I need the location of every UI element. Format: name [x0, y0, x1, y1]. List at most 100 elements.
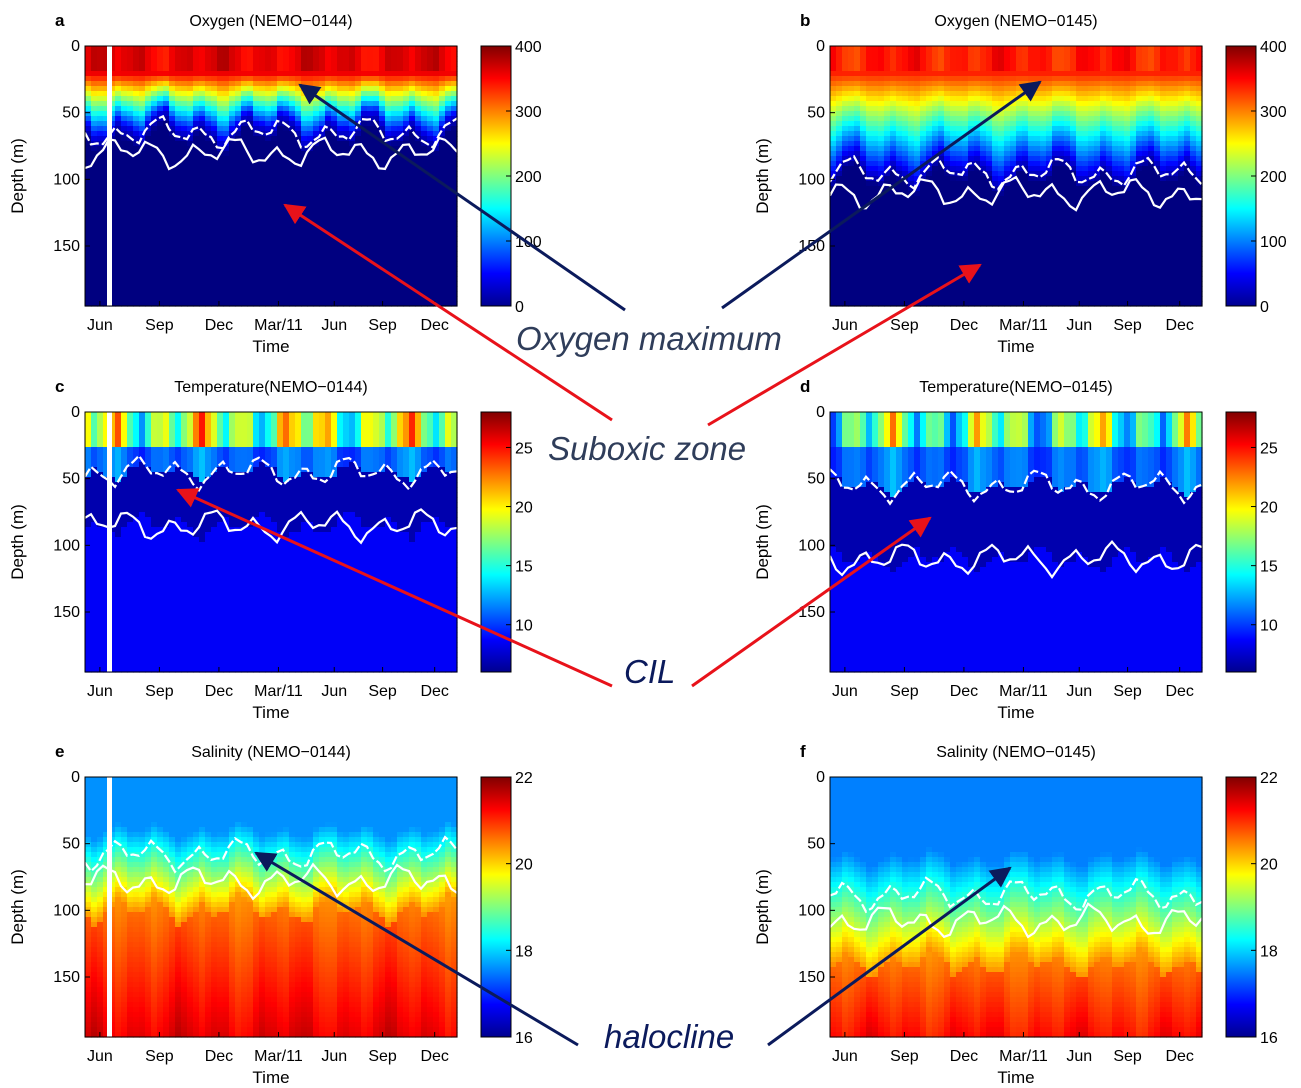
y-tick-label: 150: [53, 969, 80, 986]
y-tick-label: 150: [53, 604, 80, 621]
contour-line: [84, 114, 458, 150]
oxygen-arrow-right: [721, 80, 1042, 310]
colorbar-tick-label: 20: [1260, 857, 1278, 874]
plot-frame: [829, 411, 1203, 673]
y-tick-label: 0: [71, 38, 80, 55]
x-tick-label: Mar/11: [254, 1048, 303, 1065]
contour-line: [829, 876, 1203, 914]
x-tick-label: Jun: [321, 683, 347, 700]
panel-a: a Oxygen (NEMO−0144) 0 50 100 150 Jun Sep Dec Mar…: [8, 11, 542, 356]
y-tick-label: 100: [53, 171, 80, 188]
x-tick-label: Jun: [1066, 683, 1092, 700]
y-tick-label: 50: [807, 836, 825, 853]
x-tick-label: Dec: [420, 317, 448, 334]
contour-line: [84, 508, 458, 545]
plot-frame: [84, 411, 458, 673]
contours-f: [829, 876, 1203, 939]
data-gap: [107, 412, 112, 672]
y-tick-label: 150: [798, 604, 825, 621]
x-tick-label: Dec: [205, 1048, 233, 1065]
oxygen-maximum-label: Oxygen maximum: [516, 320, 782, 357]
x-tick-label: Jun: [87, 683, 113, 700]
x-tick-label: Sep: [368, 1048, 397, 1065]
y-tick-label: 100: [798, 537, 825, 554]
cil-label: CIL: [624, 653, 675, 690]
x-tick-label: Sep: [1113, 317, 1142, 334]
panel-title: Salinity (NEMO−0145): [936, 744, 1096, 761]
plot-frame: [84, 45, 458, 307]
colorbar-tick-label: 10: [515, 618, 533, 635]
x-axis-label: Time: [997, 337, 1034, 356]
colorbar-tick-label: 300: [515, 104, 542, 121]
y-axis-label: Depth (m): [753, 869, 772, 945]
x-tick-label: Sep: [145, 1048, 174, 1065]
colorbar: [1225, 776, 1257, 1038]
y-tick-label: 50: [62, 105, 80, 122]
halocline-arrow-right: [767, 866, 1012, 1047]
y-tick-label: 100: [798, 902, 825, 919]
heatmap-e: [85, 777, 458, 1038]
panel-title: Salinity (NEMO−0144): [191, 744, 351, 761]
panel-c: c Temperature(NEMO−0144) 0 50 100 150 Jun Sep De…: [8, 377, 533, 722]
colorbar-tick-label: 18: [515, 943, 533, 960]
x-tick-label: Dec: [1165, 317, 1193, 334]
oxygen-arrow-left: [298, 83, 626, 312]
halocline-label: halocline: [604, 1018, 734, 1055]
y-tick-label: 0: [71, 769, 80, 786]
contour-line: [84, 136, 458, 171]
panel-label: d: [800, 377, 810, 396]
colorbar-tick-label: 20: [515, 500, 533, 517]
colorbar-tick-label: 25: [1260, 440, 1278, 457]
y-tick-label: 50: [62, 836, 80, 853]
x-tick-label: Jun: [832, 1048, 858, 1065]
colorbar: [1225, 411, 1257, 673]
contours-d: [828, 468, 1203, 580]
panel-title: Oxygen (NEMO−0144): [189, 13, 352, 30]
panel-d: d Temperature(NEMO−0145) 0 50 100 150 Jun Sep De…: [753, 377, 1278, 722]
cil-arrow-right: [691, 516, 932, 688]
x-tick-label: Mar/11: [254, 317, 303, 334]
panel-title: Temperature(NEMO−0144): [174, 379, 367, 396]
data-gap: [107, 46, 112, 306]
x-tick-label: Sep: [890, 317, 919, 334]
x-axis-label: Time: [252, 1068, 289, 1087]
contour-line: [829, 902, 1203, 939]
x-axis-label: Time: [997, 703, 1034, 722]
colorbar-tick-label: 400: [1260, 39, 1287, 56]
contour-line: [829, 154, 1203, 191]
data-gap: [107, 777, 112, 1037]
x-tick-label: Dec: [950, 1048, 978, 1065]
suboxic-zone-label: Suboxic zone: [548, 430, 746, 467]
x-tick-label: Jun: [832, 683, 858, 700]
x-tick-label: Mar/11: [999, 317, 1048, 334]
y-tick-label: 100: [798, 171, 825, 188]
x-tick-label: Sep: [368, 317, 397, 334]
x-tick-label: Jun: [87, 317, 113, 334]
heatmap-a: [85, 46, 458, 307]
y-tick-label: 50: [807, 105, 825, 122]
x-tick-label: Sep: [1113, 1048, 1142, 1065]
colorbar-tick-label: 22: [1260, 770, 1278, 787]
colorbar-tick-label: 15: [1260, 559, 1278, 576]
x-tick-label: Dec: [950, 317, 978, 334]
panel-title: Temperature(NEMO−0145): [919, 379, 1112, 396]
y-tick-label: 150: [798, 969, 825, 986]
x-tick-label: Sep: [890, 683, 919, 700]
colorbar-tick-label: 15: [515, 559, 533, 576]
x-tick-label: Dec: [420, 683, 448, 700]
colorbar: [480, 776, 512, 1038]
colorbar-tick-label: 200: [1260, 169, 1287, 186]
x-tick-label: Jun: [321, 317, 347, 334]
x-tick-label: Jun: [832, 317, 858, 334]
colorbar-tick-label: 25: [515, 440, 533, 457]
plot-frame: [84, 776, 458, 1038]
x-tick-label: Sep: [1113, 683, 1142, 700]
y-tick-label: 100: [53, 902, 80, 919]
x-tick-label: Jun: [321, 1048, 347, 1065]
contours-a: [84, 114, 458, 171]
x-tick-label: Sep: [145, 317, 174, 334]
x-tick-label: Sep: [890, 1048, 919, 1065]
x-axis-label: Time: [997, 1068, 1034, 1087]
